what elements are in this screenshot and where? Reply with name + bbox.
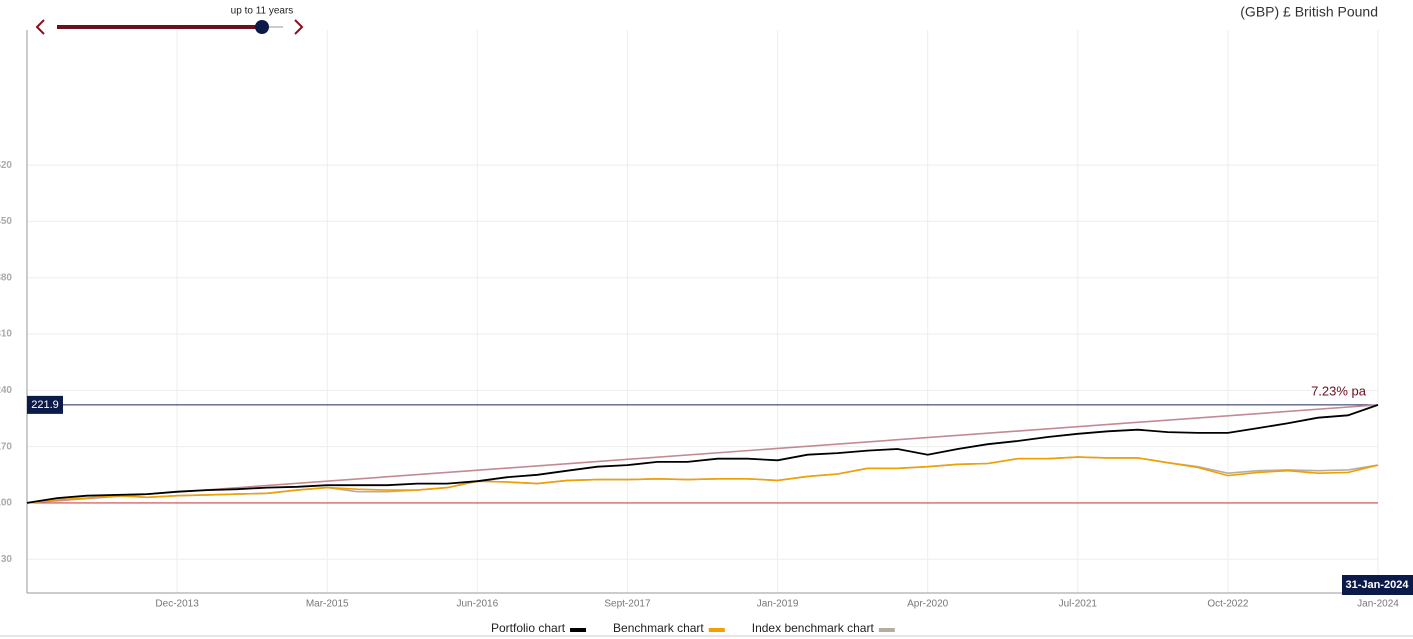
slider-knob[interactable] (255, 20, 269, 34)
y-tick-label: 310 (0, 329, 12, 340)
latest-date-badge (1342, 575, 1413, 595)
legend-swatch (570, 628, 587, 632)
y-tick-label: 240 (0, 385, 12, 396)
y-tick-label: 170 (0, 441, 12, 452)
slider-label: up to 11 years (231, 6, 294, 17)
legend-label: Index benchmark chart (752, 621, 875, 635)
legend-label: Portfolio chart (491, 621, 566, 635)
y-tick-label: 380 (0, 272, 12, 283)
series-line (26, 456, 1379, 504)
legend-swatch (878, 628, 895, 632)
y-tick-label: 520 (0, 160, 12, 171)
series-line (26, 404, 1379, 504)
x-tick-label: Oct-2022 (1207, 599, 1249, 610)
slider-prev[interactable] (35, 19, 45, 35)
latest-date-label: 31-Jan-2024 (1346, 579, 1410, 591)
x-tick-label: Jan-2019 (757, 599, 799, 610)
x-tick-label: Jul-2021 (1059, 599, 1098, 610)
y-tick-label: 30 (1, 554, 13, 565)
trend-label: 7.23% pa (1311, 383, 1367, 398)
x-tick-label: Apr-2020 (907, 599, 949, 610)
slider-next[interactable] (294, 19, 304, 35)
legend-swatch (708, 628, 725, 632)
legend-label: Benchmark chart (613, 621, 704, 635)
latest-value-label: 221.9 (31, 399, 59, 411)
y-tick-label: 100 (0, 498, 12, 509)
latest-value-badge (27, 395, 63, 414)
trend-line (26, 404, 1379, 504)
y-tick-label: 450 (0, 216, 12, 227)
x-tick-label: Dec-2013 (155, 599, 199, 610)
x-tick-label: Mar-2015 (306, 599, 349, 610)
x-tick-label: Jan-2024 (1357, 599, 1399, 610)
x-tick-label: Sept-2017 (604, 599, 651, 610)
x-tick-label: Jun-2016 (456, 599, 498, 610)
currency-label: (GBP) £ British Pound (1240, 4, 1378, 20)
